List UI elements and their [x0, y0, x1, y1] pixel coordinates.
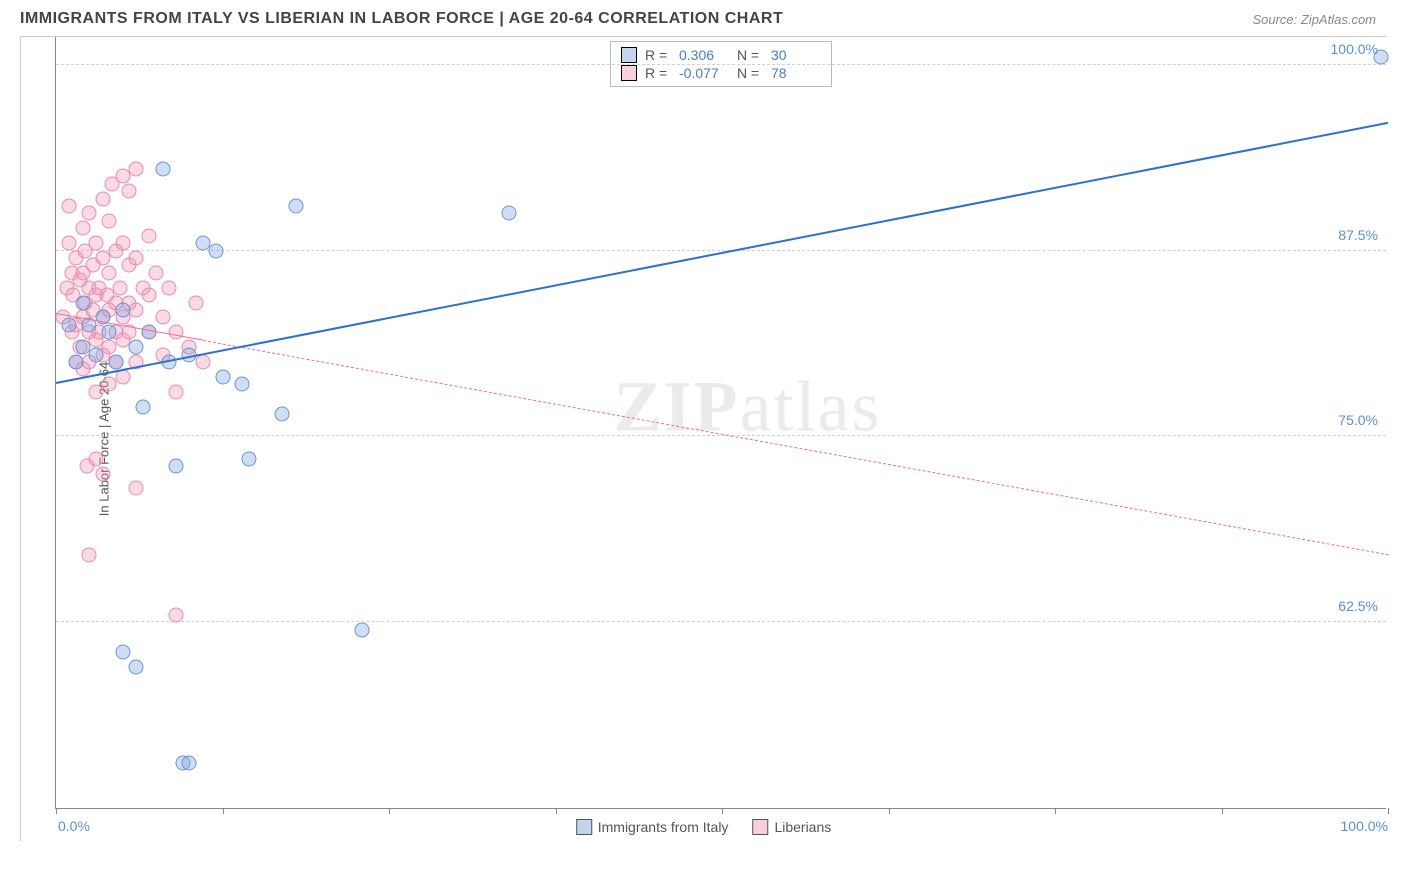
data-point: [188, 295, 203, 310]
y-tick-label: 100.0%: [1331, 41, 1378, 57]
data-point: [82, 548, 97, 563]
x-tick: [56, 808, 57, 814]
data-point: [148, 265, 163, 280]
y-tick-label: 87.5%: [1338, 227, 1378, 243]
legend-item: Liberians: [752, 819, 831, 835]
data-point: [88, 347, 103, 362]
data-point: [128, 161, 143, 176]
plot-area: ZIPatlas R =0.306N =30R =-0.077N =78 62.…: [55, 37, 1386, 809]
data-point: [162, 280, 177, 295]
data-point: [102, 325, 117, 340]
data-point: [88, 451, 103, 466]
data-point: [82, 206, 97, 221]
trend-line: [202, 340, 1388, 555]
x-tick: [722, 808, 723, 814]
x-tick: [889, 808, 890, 814]
chart-header: IMMIGRANTS FROM ITALY VS LIBERIAN IN LAB…: [0, 0, 1406, 36]
data-point: [115, 303, 130, 318]
gridline: [56, 250, 1386, 251]
data-point: [135, 399, 150, 414]
data-point: [115, 644, 130, 659]
x-tick-label: 0.0%: [58, 818, 90, 834]
x-tick: [223, 808, 224, 814]
data-point: [102, 213, 117, 228]
stats-row: R =0.306N =30: [621, 46, 821, 64]
data-point: [102, 265, 117, 280]
data-point: [195, 355, 210, 370]
data-point: [208, 243, 223, 258]
data-point: [62, 236, 77, 251]
data-point: [62, 317, 77, 332]
data-point: [235, 377, 250, 392]
data-point: [168, 325, 183, 340]
x-tick: [389, 808, 390, 814]
data-point: [168, 607, 183, 622]
data-point: [75, 295, 90, 310]
data-point: [128, 659, 143, 674]
legend-swatch: [621, 47, 637, 63]
data-point: [128, 303, 143, 318]
data-point: [122, 184, 137, 199]
data-point: [155, 310, 170, 325]
data-point: [142, 288, 157, 303]
data-point: [128, 481, 143, 496]
y-tick-label: 75.0%: [1338, 412, 1378, 428]
stats-row: R =-0.077N =78: [621, 64, 821, 82]
legend-item: Immigrants from Italy: [576, 819, 729, 835]
data-point: [88, 236, 103, 251]
x-tick: [1388, 808, 1389, 814]
data-point: [95, 191, 110, 206]
chart-title: IMMIGRANTS FROM ITALY VS LIBERIAN IN LAB…: [20, 10, 783, 28]
data-point: [215, 369, 230, 384]
legend-swatch: [752, 819, 768, 835]
data-point: [501, 206, 516, 221]
data-point: [108, 355, 123, 370]
legend-swatch: [621, 65, 637, 81]
x-tick: [1222, 808, 1223, 814]
trend-line: [56, 122, 1388, 384]
data-point: [275, 407, 290, 422]
gridline: [56, 621, 1386, 622]
data-point: [68, 355, 83, 370]
data-point: [355, 622, 370, 637]
data-point: [142, 325, 157, 340]
chart-source: Source: ZipAtlas.com: [1252, 12, 1376, 27]
gridline: [56, 435, 1386, 436]
data-point: [1374, 50, 1389, 65]
data-point: [182, 756, 197, 771]
data-point: [75, 221, 90, 236]
data-point: [168, 384, 183, 399]
data-point: [242, 451, 257, 466]
data-point: [155, 161, 170, 176]
data-point: [128, 340, 143, 355]
data-point: [62, 198, 77, 213]
x-tick-label: 100.0%: [1341, 818, 1388, 834]
x-tick: [1055, 808, 1056, 814]
data-point: [128, 250, 143, 265]
y-tick-label: 62.5%: [1338, 598, 1378, 614]
data-point: [288, 198, 303, 213]
data-point: [168, 459, 183, 474]
data-point: [95, 466, 110, 481]
gridline: [56, 64, 1386, 65]
x-tick: [556, 808, 557, 814]
data-point: [115, 236, 130, 251]
legend: Immigrants from Italy Liberians: [576, 819, 832, 835]
data-point: [142, 228, 157, 243]
data-point: [112, 280, 127, 295]
legend-swatch: [576, 819, 592, 835]
chart-container: In Labor Force | Age 20-64 ZIPatlas R =0…: [20, 36, 1386, 841]
